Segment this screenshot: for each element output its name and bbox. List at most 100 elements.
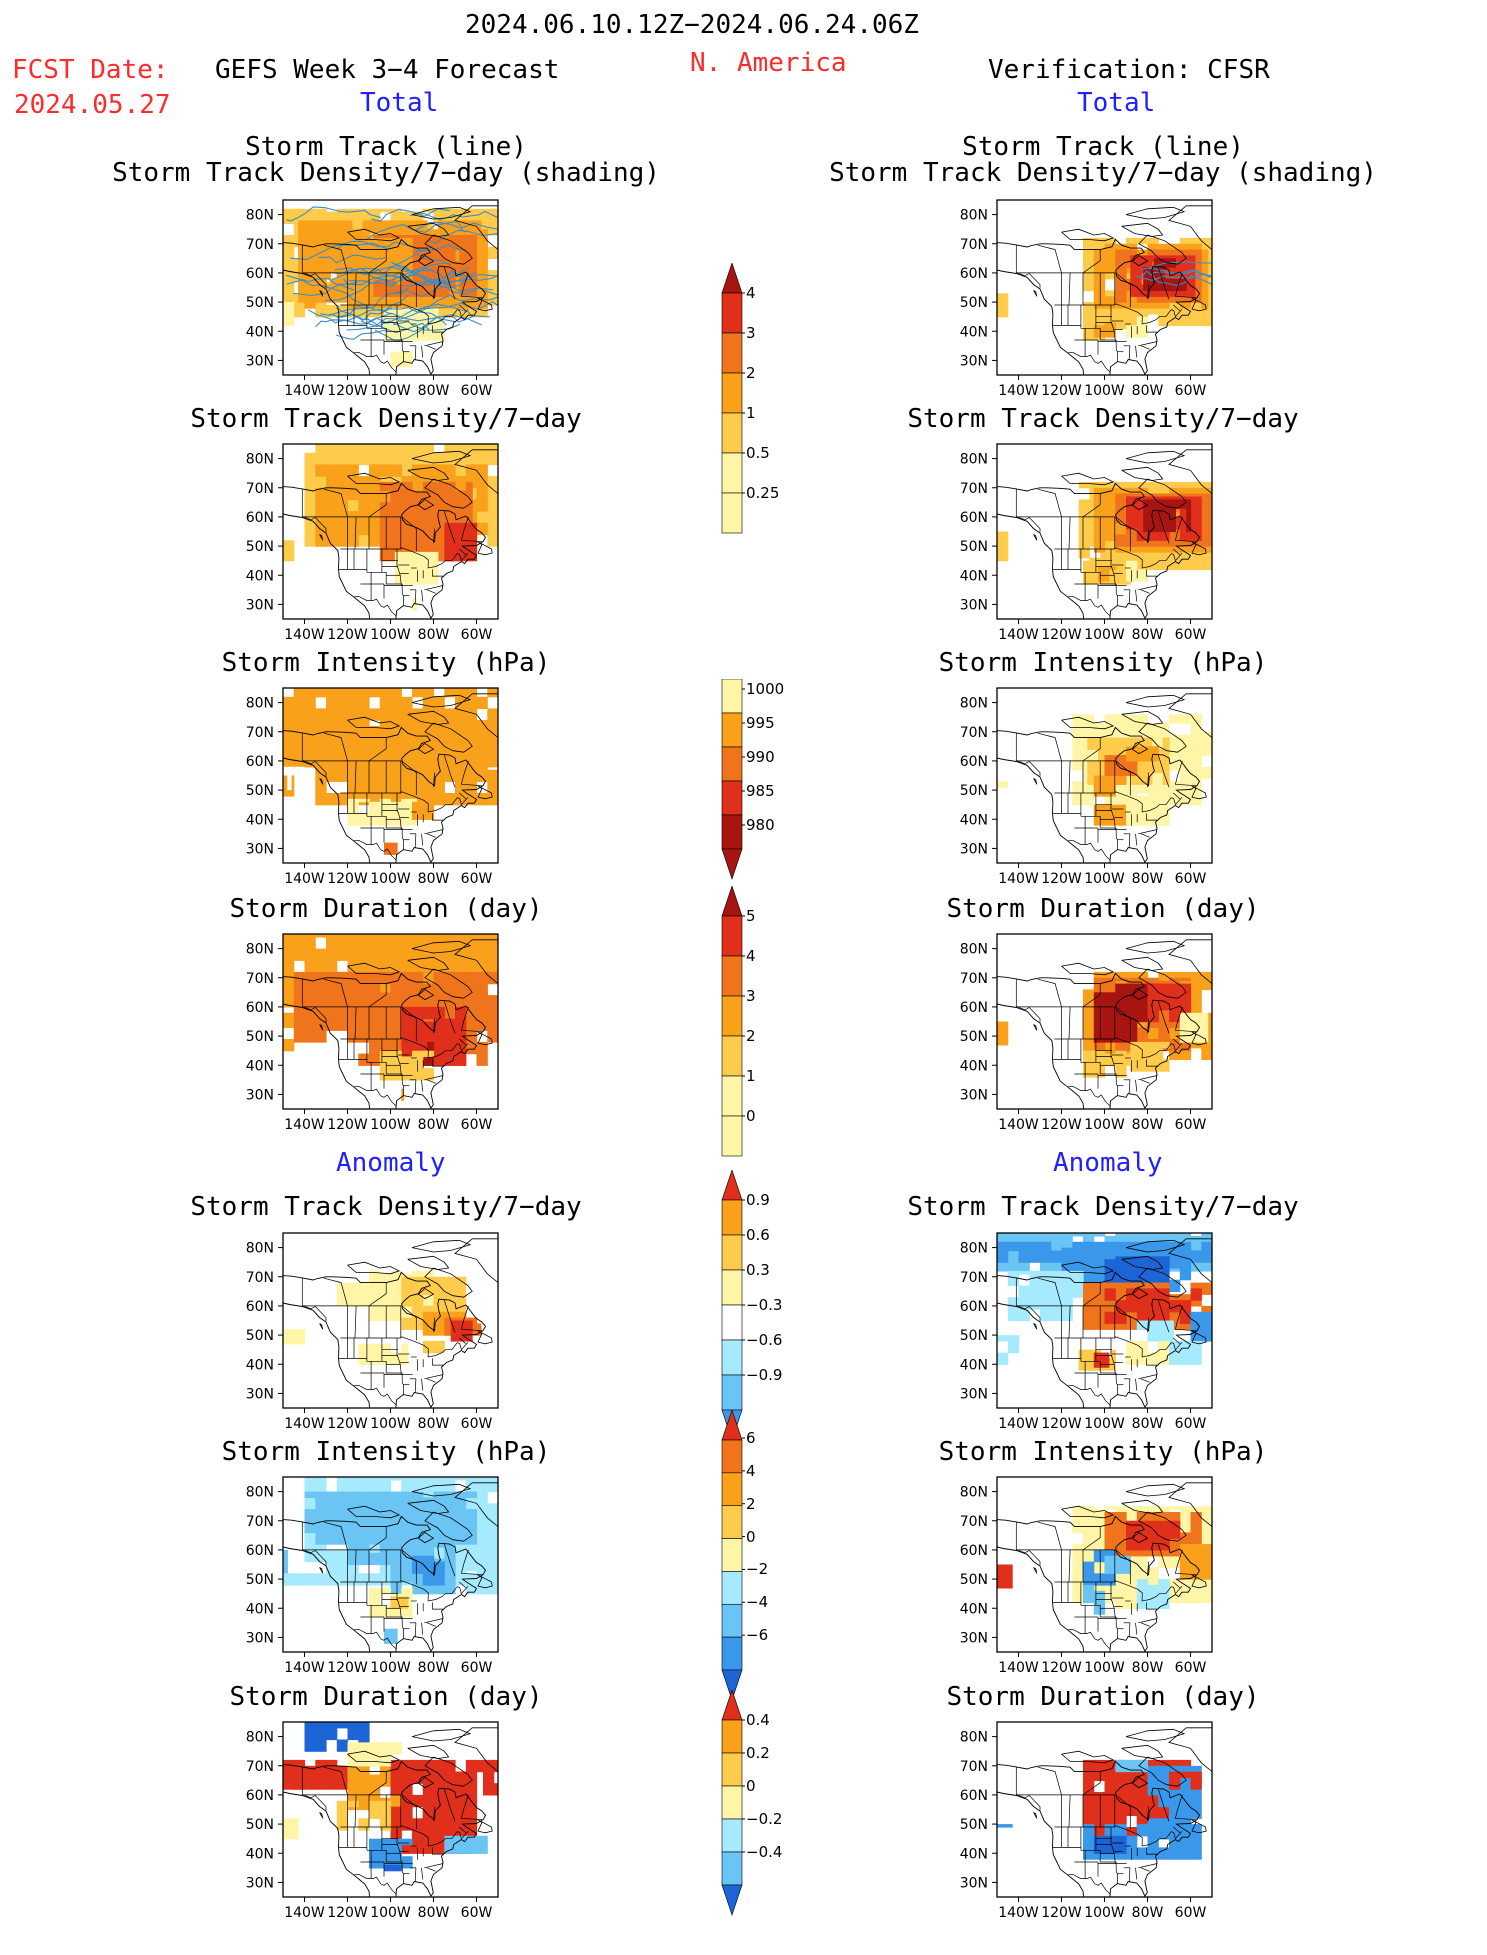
field-cell — [315, 1777, 327, 1790]
political-boundary — [401, 760, 417, 773]
field-cell — [326, 769, 338, 782]
field-cell — [1147, 1247, 1159, 1257]
colorbar-tick-label: 0.2 — [746, 1744, 770, 1762]
storm-track-line — [335, 329, 389, 340]
field-cell — [304, 1030, 316, 1043]
island-outline — [411, 450, 472, 464]
field-cell — [1190, 1835, 1202, 1849]
field-cell — [373, 235, 385, 239]
field-cell — [390, 1797, 402, 1811]
field-cell — [336, 1520, 349, 1534]
field-cell — [412, 1497, 424, 1510]
political-boundary — [432, 1358, 444, 1366]
field-cell — [465, 1759, 473, 1773]
field-cell — [1201, 1555, 1212, 1569]
field-cell — [1190, 1544, 1202, 1557]
political-boundary — [461, 1831, 469, 1839]
field-cell — [455, 960, 467, 973]
field-cell — [1115, 793, 1127, 806]
field-cell — [1093, 995, 1106, 1008]
field-cell — [401, 948, 413, 961]
field-cell — [369, 305, 381, 318]
field-cell — [315, 1532, 327, 1545]
field-cell — [347, 1541, 359, 1554]
field-cell — [358, 1018, 370, 1031]
field-cell — [394, 1628, 398, 1633]
field-cell — [444, 760, 456, 771]
field-cell — [1083, 1824, 1095, 1837]
field-cell — [1126, 1759, 1138, 1773]
field-cell — [401, 1806, 413, 1819]
field-cell — [1179, 313, 1192, 327]
field-cell — [1169, 1835, 1181, 1849]
field-cell — [476, 208, 488, 213]
island-outline — [1168, 1238, 1212, 1284]
field-cell — [1115, 977, 1127, 982]
field-cell — [401, 1856, 413, 1869]
field-cell — [1093, 1282, 1106, 1295]
field-cell — [1169, 1329, 1174, 1342]
field-cell — [1136, 1584, 1149, 1598]
field-cell — [405, 328, 417, 341]
field-cell — [444, 1582, 456, 1595]
colorbar-swatch — [721, 492, 743, 534]
field-cell — [444, 1535, 456, 1548]
field-cell — [455, 781, 467, 794]
field-cell — [379, 696, 392, 710]
political-boundary — [1037, 732, 1062, 761]
field-cell — [422, 807, 435, 820]
field-cell — [1158, 781, 1170, 794]
field-cell — [390, 995, 402, 1008]
lon-tick-label: 60W — [1175, 383, 1207, 399]
field-cell — [1126, 1567, 1138, 1580]
field-cell — [1126, 801, 1138, 815]
field-cell — [1104, 723, 1116, 736]
field-cell — [1179, 1783, 1192, 1796]
political-boundary — [421, 1622, 424, 1635]
political-boundary — [1147, 284, 1149, 300]
field-cell — [427, 572, 439, 585]
field-cell — [1018, 1250, 1030, 1263]
field-cell — [1158, 1506, 1170, 1510]
field-cell — [1179, 983, 1192, 988]
field-cell — [1158, 1015, 1170, 1028]
field-cell — [315, 237, 327, 251]
field-cell — [347, 960, 359, 973]
field-cell — [390, 514, 402, 527]
field-cell — [1040, 1270, 1052, 1275]
field-cell — [455, 1282, 467, 1295]
field-cell — [293, 208, 306, 213]
field-cell — [1093, 316, 1106, 329]
field-cell — [283, 983, 295, 996]
political-boundary — [1174, 516, 1197, 543]
field-cell — [326, 305, 338, 318]
lat-tick-label: 50N — [246, 1572, 274, 1588]
field-cell — [315, 934, 327, 938]
field-cell — [358, 211, 370, 224]
field-cell — [336, 255, 349, 268]
field-cell — [362, 220, 374, 233]
field-cell — [412, 490, 424, 503]
field-cell — [336, 1491, 349, 1498]
field-cell — [1115, 1018, 1127, 1031]
field-cell — [304, 1727, 316, 1741]
field-cell — [315, 708, 327, 721]
field-cell — [412, 525, 424, 538]
map-panel-lt-duration: 80N 70N 60N 50N 40N 30N 140W 120W 100W 80W 60W — [233, 933, 499, 1139]
field-cell — [476, 272, 488, 286]
field-cell — [405, 307, 417, 318]
field-cell — [433, 211, 445, 224]
storm-track-line — [384, 307, 457, 323]
field-cell — [1083, 255, 1095, 268]
field-cell — [1164, 508, 1176, 521]
political-boundary — [460, 1794, 483, 1821]
storm-track-line — [334, 266, 435, 276]
field-cell — [1126, 1555, 1138, 1569]
field-cell — [1158, 998, 1170, 1011]
field-cell — [1078, 546, 1090, 559]
field-cell — [1158, 1803, 1170, 1816]
field-cell — [487, 281, 498, 294]
field-cell — [358, 237, 370, 245]
field-cell — [283, 1329, 295, 1333]
field-cell — [1179, 1506, 1192, 1510]
